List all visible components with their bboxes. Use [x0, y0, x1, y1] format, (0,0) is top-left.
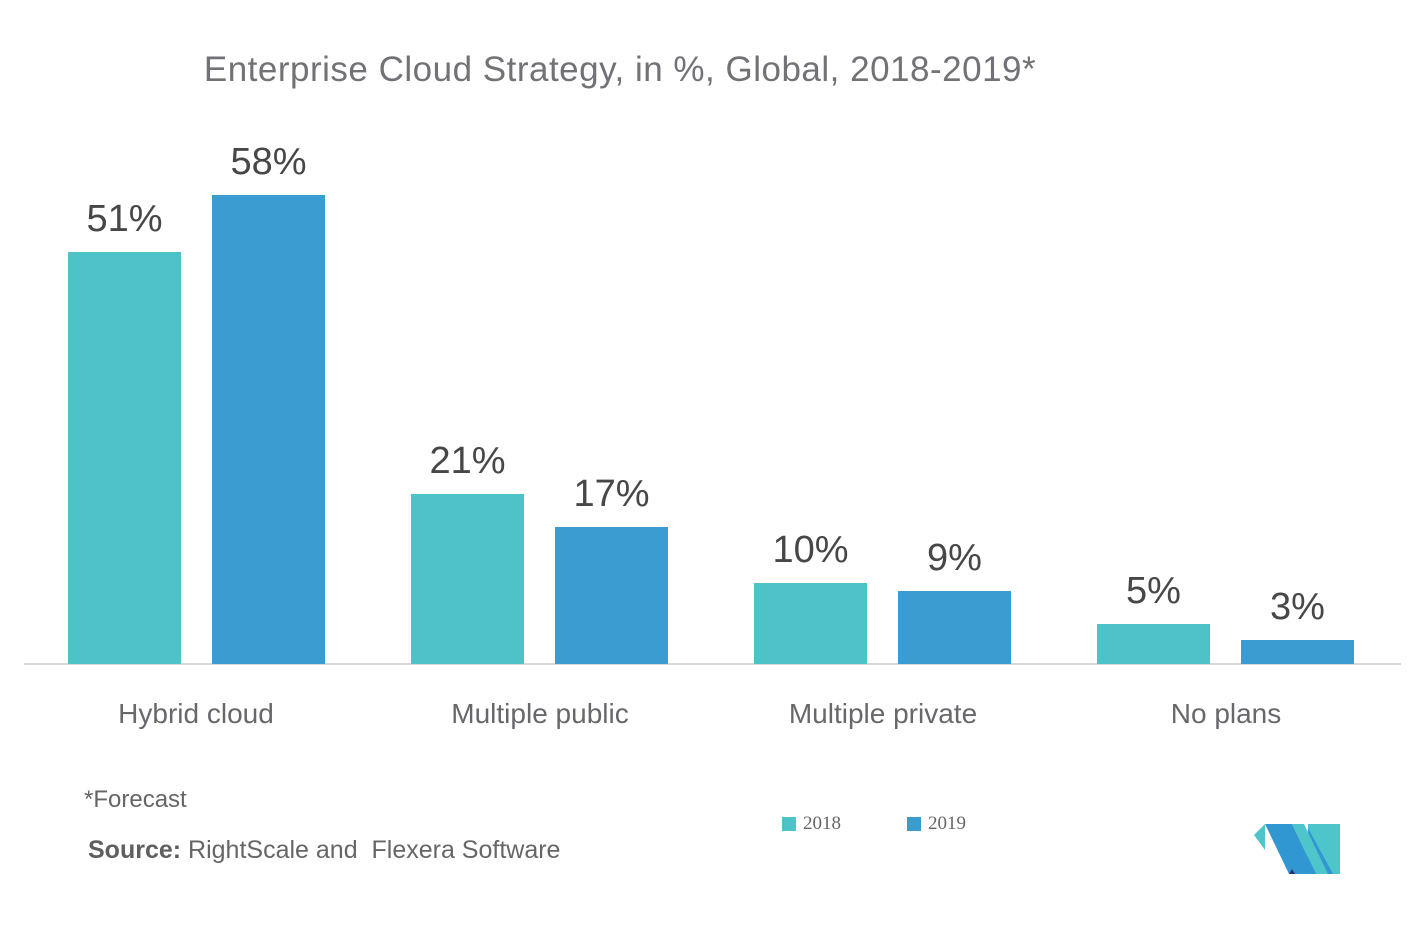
source-line: Source: RightScale and Flexera Software	[88, 836, 560, 865]
legend-label-2018: 2018	[803, 813, 841, 834]
source-label: Source:	[88, 836, 182, 864]
legend-label-2019: 2019	[928, 813, 966, 834]
bar-2019-no-plans	[1241, 640, 1354, 664]
chart-title: Enterprise Cloud Strategy, in %, Global,…	[203, 50, 1037, 89]
legend-item-2018: 2018	[782, 813, 841, 835]
logo-mid-teal-stroke	[1292, 824, 1328, 874]
logo-left-teal-triangle	[1254, 824, 1265, 850]
category-label-multiple-public: Multiple public	[451, 698, 629, 729]
legend: 2018 2019	[782, 813, 966, 835]
bar-value-label-2018-multiple-public: 21%	[429, 440, 506, 482]
legend-item-2019: 2019	[907, 813, 966, 835]
legend-swatch-2019	[907, 817, 921, 831]
logo-navy-accent	[1289, 869, 1295, 874]
category-label-hybrid-cloud: Hybrid cloud	[118, 698, 274, 729]
logo-main-blue-stroke	[1265, 824, 1316, 874]
bar-2018-multiple-public	[411, 494, 524, 664]
bar-value-label-2018-hybrid-cloud: 51%	[86, 198, 163, 240]
plot-area: 51% 21% 10% 5% 58% 17% 9% 3%	[24, 0, 1401, 665]
category-label-no-plans: No plans	[1170, 698, 1282, 729]
legend-swatch-2018	[782, 817, 796, 831]
bar-2019-multiple-public	[555, 527, 668, 664]
bar-value-label-2018-no-plans: 5%	[1126, 570, 1181, 612]
bar-value-label-2018-multiple-private: 10%	[772, 529, 849, 571]
bar-value-label-2019-multiple-public: 17%	[573, 473, 650, 515]
bar-value-label-2019-multiple-private: 9%	[927, 537, 982, 579]
bar-2018-hybrid-cloud	[68, 252, 181, 664]
bar-2018-no-plans	[1097, 624, 1210, 664]
forecast-footnote: *Forecast	[84, 786, 187, 813]
bar-2019-hybrid-cloud	[212, 195, 325, 664]
x-axis-line	[24, 663, 1401, 665]
mordor-intelligence-logo	[1254, 824, 1340, 874]
bar-2018-multiple-private	[754, 583, 867, 664]
source-text: RightScale and Flexera Software	[188, 836, 561, 864]
bar-2019-multiple-private	[898, 591, 1011, 664]
category-label-multiple-private: Multiple private	[788, 698, 978, 729]
bar-value-label-2019-hybrid-cloud: 58%	[230, 141, 307, 183]
bar-value-label-2019-no-plans: 3%	[1270, 586, 1325, 628]
